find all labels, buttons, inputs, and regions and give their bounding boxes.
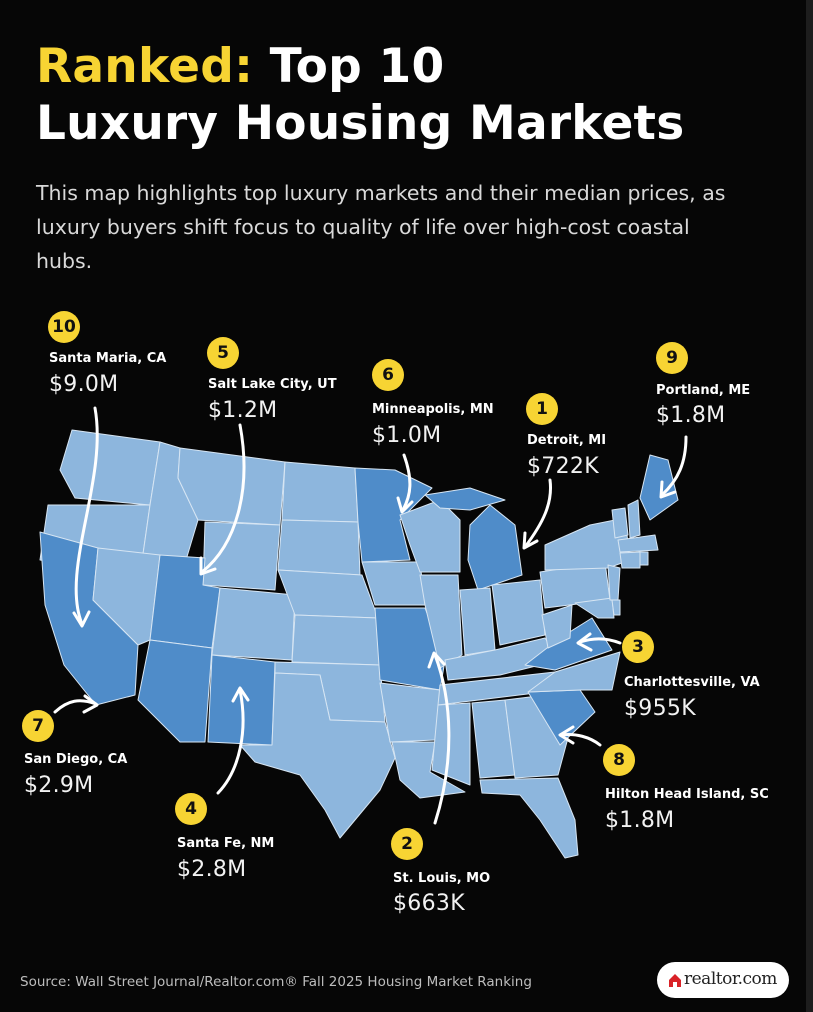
state-MD <box>574 597 615 619</box>
right-edge-strip <box>806 0 813 1012</box>
state-CT <box>619 551 641 569</box>
arrow-santa-maria <box>72 406 99 628</box>
state-CO <box>211 587 296 661</box>
city-label-san-diego: San Diego, CA <box>24 752 128 767</box>
state-ME <box>639 454 679 521</box>
state-NJ <box>607 564 621 601</box>
arrow-st-louis <box>427 651 451 825</box>
price-label-salt-lake-city: $1.2M <box>208 398 278 423</box>
title-line2: Luxury Housing Markets <box>36 96 685 151</box>
state-MA <box>617 534 659 553</box>
arrow-hilton-head <box>558 725 602 747</box>
price-label-san-diego: $2.9M <box>24 773 94 798</box>
arrow-santa-fe <box>216 686 250 795</box>
subtitle: This map highlights top luxury markets a… <box>36 181 726 273</box>
realtor-logo[interactable]: realtor.com <box>657 962 789 998</box>
rank-badge-3: 3 <box>622 631 654 663</box>
price-label-detroit: $722K <box>527 454 599 479</box>
price-label-minneapolis: $1.0M <box>372 423 442 448</box>
title-line1: Top 10 <box>253 39 445 94</box>
state-DE <box>611 599 621 616</box>
state-AZ <box>137 639 213 743</box>
arrows-layer <box>53 406 688 825</box>
state-KS <box>291 614 381 666</box>
price-label-portland: $1.8M <box>656 403 726 428</box>
state-ND <box>281 461 359 523</box>
state-NV <box>92 547 161 646</box>
price-label-santa-maria: $9.0M <box>49 372 119 397</box>
state-SD <box>277 519 361 576</box>
state-NH <box>627 499 641 539</box>
city-label-salt-lake-city: Salt Lake City, UT <box>208 377 337 392</box>
states-layer <box>39 429 679 859</box>
city-label-portland: Portland, ME <box>656 383 751 398</box>
arrow-detroit <box>522 478 553 550</box>
state-IA <box>361 561 426 606</box>
source-note: Source: Wall Street Journal/Realtor.com®… <box>20 974 532 990</box>
arrow-minneapolis <box>396 453 414 514</box>
state-IN <box>459 587 496 656</box>
state-MT <box>177 447 286 526</box>
title-accent: Ranked: <box>36 39 254 94</box>
state-MI <box>467 504 523 591</box>
state-WV <box>541 604 573 649</box>
state-MS <box>431 702 471 786</box>
arrow-charlottesville <box>576 632 622 652</box>
city-label-santa-fe: Santa Fe, NM <box>177 836 275 851</box>
house-icon <box>669 974 681 987</box>
rank-badge-8: 8 <box>603 744 635 776</box>
rank-badge-2: 2 <box>391 828 423 860</box>
city-label-charlottesville: Charlottesville, VA <box>624 675 760 690</box>
rank-badge-10: 10 <box>48 311 80 343</box>
page-title: Ranked: Top 10 Luxury Housing Markets <box>36 38 684 152</box>
rank-badge-1: 1 <box>526 393 558 425</box>
state-MN <box>354 467 433 563</box>
rank-badge-5: 5 <box>207 337 239 369</box>
arrow-portland <box>659 435 688 499</box>
state-FL <box>479 777 579 859</box>
arrow-salt-lake-city <box>199 423 246 576</box>
rank-badge-7: 7 <box>22 710 54 742</box>
state-RI <box>639 551 649 566</box>
state-MI-upper <box>424 487 506 511</box>
price-label-st-louis: $663K <box>393 891 465 916</box>
logo-text: realtor.com <box>684 969 777 989</box>
price-label-hilton-head: $1.8M <box>605 808 675 833</box>
city-label-minneapolis: Minneapolis, MN <box>372 402 494 417</box>
rank-badge-9: 9 <box>656 342 688 374</box>
city-label-santa-maria: Santa Maria, CA <box>49 351 167 366</box>
price-label-santa-fe: $2.8M <box>177 857 247 882</box>
state-OH <box>491 579 546 646</box>
city-label-st-louis: St. Louis, MO <box>393 871 491 886</box>
state-AR <box>379 682 441 743</box>
state-WA <box>59 429 161 506</box>
state-NE <box>277 569 379 619</box>
price-label-charlottesville: $955K <box>624 696 696 721</box>
city-label-hilton-head: Hilton Head Island, SC <box>605 787 769 802</box>
rank-badge-6: 6 <box>372 359 404 391</box>
state-WY <box>202 521 281 591</box>
state-VT <box>611 507 629 539</box>
state-NC <box>527 651 621 693</box>
city-label-detroit: Detroit, MI <box>527 433 607 448</box>
arrow-san-diego <box>53 694 99 714</box>
rank-badge-4: 4 <box>175 793 207 825</box>
